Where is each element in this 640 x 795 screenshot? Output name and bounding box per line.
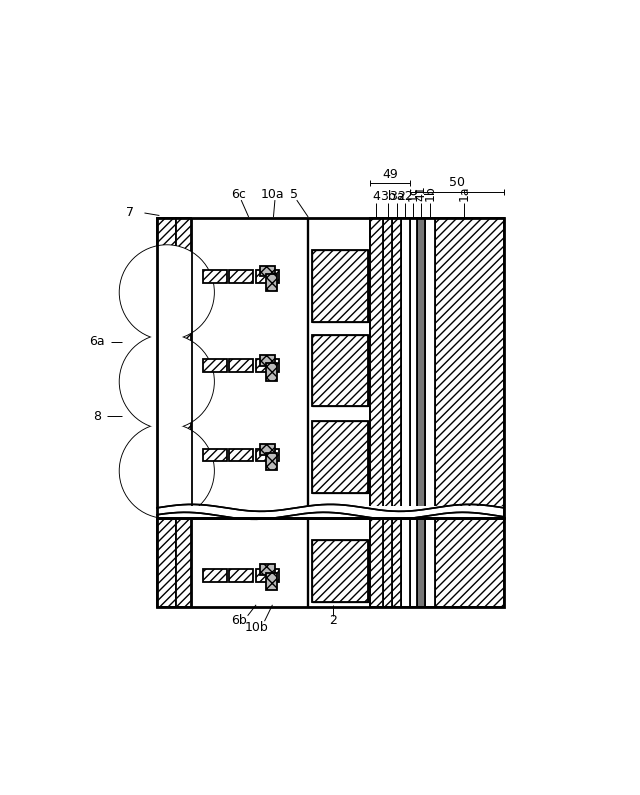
Bar	[203, 359, 227, 372]
Bar	[176, 518, 191, 607]
Text: 49: 49	[382, 168, 398, 180]
Circle shape	[120, 335, 214, 429]
Bar	[176, 218, 191, 518]
Bar	[255, 568, 280, 581]
Circle shape	[120, 424, 214, 518]
Bar	[260, 444, 275, 455]
Bar	[435, 218, 504, 607]
Text: 6c: 6c	[231, 188, 246, 200]
Bar	[229, 359, 253, 372]
Bar	[158, 506, 503, 518]
Bar	[312, 421, 367, 493]
Text: 22: 22	[397, 190, 413, 204]
Text: 5: 5	[291, 188, 298, 200]
Bar	[157, 218, 176, 518]
Circle shape	[120, 335, 214, 429]
Bar	[312, 250, 367, 322]
Text: 7: 7	[125, 207, 134, 219]
Bar	[255, 448, 280, 461]
Bar	[266, 274, 277, 291]
Text: 2: 2	[329, 615, 337, 627]
Bar	[383, 218, 392, 607]
Bar	[370, 218, 383, 607]
Bar	[312, 541, 367, 603]
Bar	[157, 518, 504, 607]
Bar	[312, 335, 367, 406]
Circle shape	[120, 245, 214, 339]
Bar	[312, 541, 367, 603]
Text: 8: 8	[93, 410, 101, 423]
Bar	[312, 421, 367, 493]
Bar	[312, 250, 367, 322]
Bar	[401, 218, 410, 607]
Bar	[203, 270, 227, 283]
Bar	[114, 218, 191, 518]
Bar	[203, 448, 227, 461]
Bar	[229, 448, 253, 461]
Circle shape	[120, 245, 214, 339]
Text: 6b: 6b	[231, 615, 246, 627]
Bar	[255, 359, 280, 372]
Bar	[425, 218, 435, 607]
Bar	[157, 518, 176, 607]
Text: 10b: 10b	[244, 621, 268, 634]
Text: 1b: 1b	[423, 185, 436, 200]
Bar	[312, 335, 367, 406]
Text: 41: 41	[414, 185, 428, 200]
Bar	[157, 218, 504, 518]
Bar	[417, 218, 425, 607]
Bar	[392, 218, 401, 607]
Bar	[260, 564, 275, 575]
Bar	[260, 266, 275, 277]
Bar	[255, 270, 280, 283]
Text: 1c: 1c	[407, 186, 420, 200]
Bar	[203, 568, 227, 581]
Bar	[266, 452, 277, 470]
Text: 1a: 1a	[458, 185, 471, 200]
Text: 3b: 3b	[380, 190, 396, 204]
Text: 3a: 3a	[389, 190, 404, 204]
Circle shape	[120, 424, 214, 518]
Text: 4: 4	[372, 190, 380, 204]
Bar	[229, 568, 253, 581]
Bar	[229, 270, 253, 283]
Bar	[410, 218, 417, 607]
Bar	[157, 218, 191, 518]
Bar	[266, 572, 277, 590]
Bar	[260, 355, 275, 366]
Bar	[191, 218, 370, 607]
Text: 10a: 10a	[260, 188, 284, 200]
Bar	[266, 363, 277, 381]
Text: 6a: 6a	[90, 335, 105, 348]
Text: 50: 50	[449, 176, 465, 189]
